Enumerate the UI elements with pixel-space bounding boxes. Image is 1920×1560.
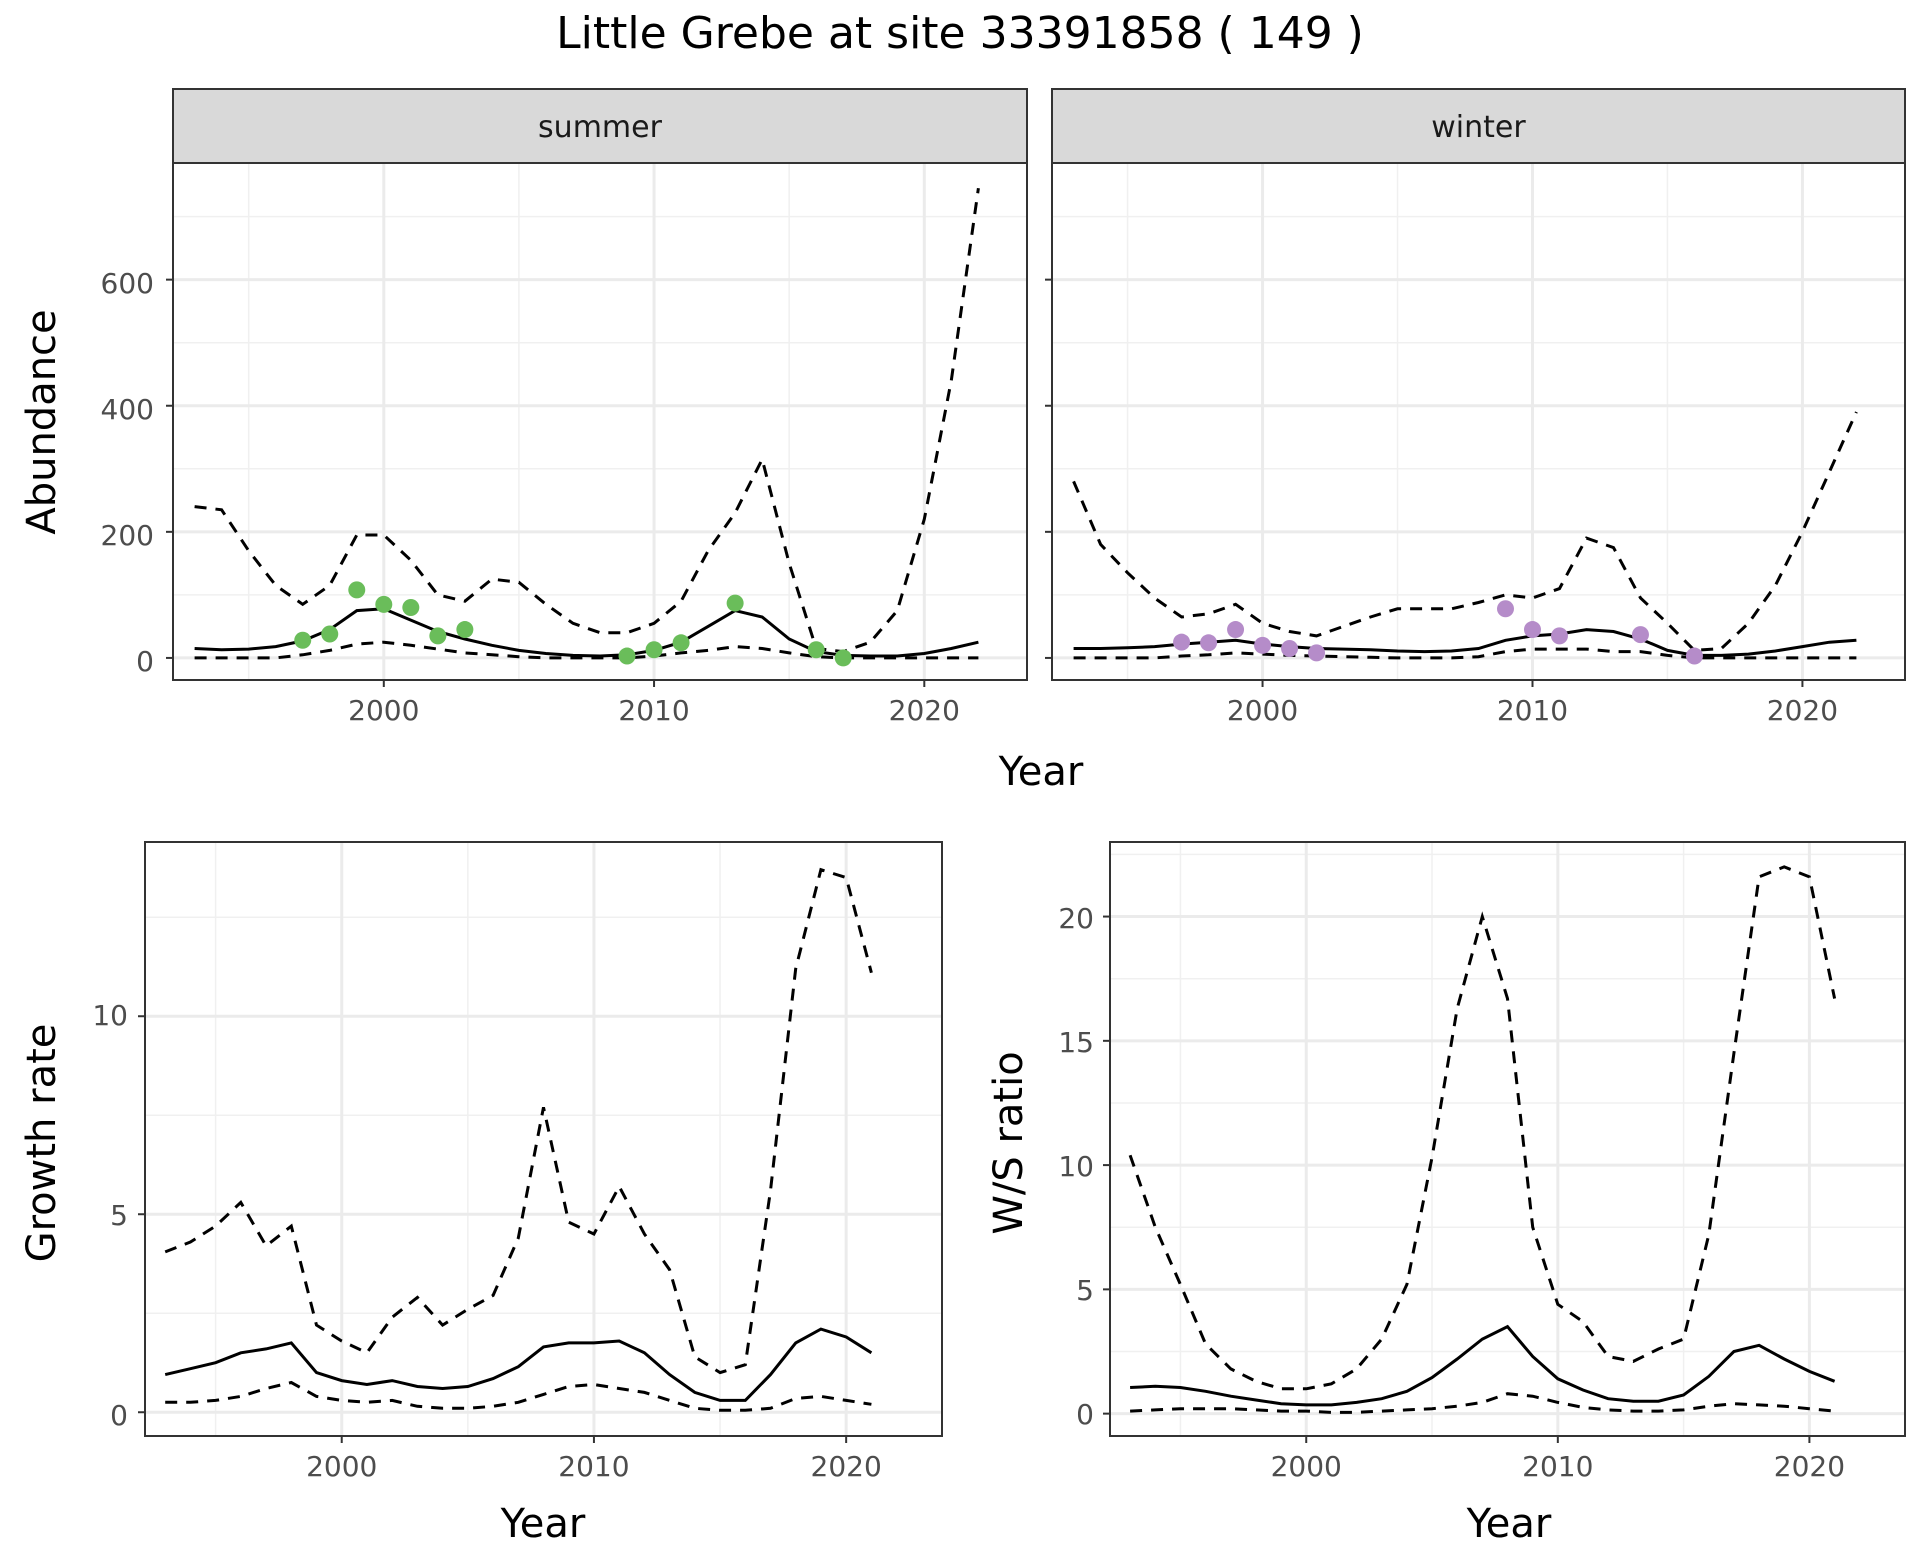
summer-x-tick-label: 2020 [889, 694, 960, 727]
growth-x-axis-title: Year [500, 1501, 586, 1547]
abundance-y-axis-title: Abundance [19, 309, 65, 534]
ratio-y-tick-15: 15 [1058, 1026, 1094, 1059]
winter-observation-point [1227, 621, 1245, 639]
growth-lower-bound-line [165, 1380, 872, 1412]
growth-panel-border [144, 841, 943, 1437]
summer-observation-point [348, 581, 366, 599]
ratio-y-tick-10: 10 [1058, 1150, 1094, 1183]
winter-plot-background [1052, 163, 1905, 680]
winter-observation-point [1496, 600, 1514, 618]
summer-observation-point [645, 641, 663, 659]
growth-mean-line [164, 1327, 873, 1402]
summer-observation-point [834, 649, 852, 667]
summer-observation-point [672, 634, 690, 652]
winter-observation-point [1550, 627, 1568, 645]
abundance-winter-panel: winter 2000 2010 2020 [1045, 88, 1906, 727]
summer-observation-point [402, 598, 420, 616]
summer-x-tick-label: 2010 [618, 694, 689, 727]
growth-y-tick-5: 5 [110, 1199, 128, 1232]
summer-observation-point [807, 641, 825, 659]
growth-rate-panel: 2000 2010 2020 [138, 841, 943, 1483]
winter-strip-label: winter [1431, 110, 1526, 145]
ratio-panel-border [1109, 841, 1906, 1437]
winter-observation-point [1173, 633, 1191, 651]
summer-strip-label: summer [538, 110, 663, 145]
chart-title: Little Grebe at site 33391858 ( 149 ) [556, 8, 1364, 59]
ratio-mean-line [1130, 1324, 1836, 1407]
summer-observation-point [618, 647, 636, 665]
winter-observation-point [1254, 636, 1272, 654]
winter-x-tick-label: 2000 [1227, 694, 1298, 727]
ws-ratio-panel: 2000 2010 2020 [1103, 841, 1906, 1483]
summer-observation-point [294, 631, 312, 649]
growth-y-axis-title: Growth rate [19, 1024, 65, 1263]
summer-observation-point [726, 594, 744, 612]
winter-upper-bound-line [1072, 411, 1858, 652]
growth-x-tick-label: 2020 [811, 1450, 882, 1483]
winter-strip [1051, 88, 1906, 164]
summer-observation-point [456, 621, 474, 639]
growth-x-tick-label: 2010 [558, 1450, 629, 1483]
summer-x-tick-label: 2000 [348, 694, 419, 727]
abundance-summer-panel: summer 2000 2010 2020 [166, 88, 1028, 727]
winter-observation-point [1281, 639, 1299, 657]
ratio-x-tick-label: 2010 [1522, 1450, 1593, 1483]
winter-observation-point [1685, 647, 1703, 665]
ratio-y-tick-5: 5 [1076, 1274, 1094, 1307]
winter-observation-point [1308, 644, 1326, 662]
abundance-y-tick-400: 400 [101, 393, 154, 426]
ratio-y-tick-0: 0 [1076, 1398, 1094, 1431]
winter-observation-point [1631, 626, 1649, 644]
ratio-plot-background [1110, 842, 1905, 1436]
ratio-upper-bound-line [1128, 865, 1837, 1391]
winter-x-tick-label: 2020 [1767, 694, 1838, 727]
winter-x-tick-label: 2010 [1497, 694, 1568, 727]
summer-observation-point [321, 625, 339, 643]
summer-strip [172, 88, 1028, 164]
growth-y-tick-0: 0 [110, 1399, 128, 1432]
abundance-x-axis-title: Year [998, 749, 1084, 795]
winter-observation-point [1523, 621, 1541, 639]
growth-x-tick-label: 2000 [306, 1450, 377, 1483]
growth-y-tick-10: 10 [92, 999, 128, 1032]
ratio-x-tick-label: 2020 [1774, 1450, 1845, 1483]
winter-observation-point [1200, 634, 1218, 652]
growth-upper-bound-line [164, 867, 873, 1375]
abundance-y-tick-200: 200 [101, 519, 154, 552]
ratio-y-axis-title: W/S ratio [986, 1051, 1032, 1234]
ratio-y-tick-20: 20 [1058, 902, 1094, 935]
ratio-x-tick-label: 2000 [1271, 1450, 1342, 1483]
abundance-y-tick-0: 0 [136, 645, 154, 678]
ratio-lower-bound-line [1130, 1392, 1835, 1414]
winter-lower-bound-line [1073, 647, 1857, 660]
summer-observation-point [429, 627, 447, 645]
summer-observation-point [375, 595, 393, 613]
abundance-y-tick-600: 600 [101, 267, 154, 300]
ratio-x-axis-title: Year [1466, 1501, 1552, 1547]
